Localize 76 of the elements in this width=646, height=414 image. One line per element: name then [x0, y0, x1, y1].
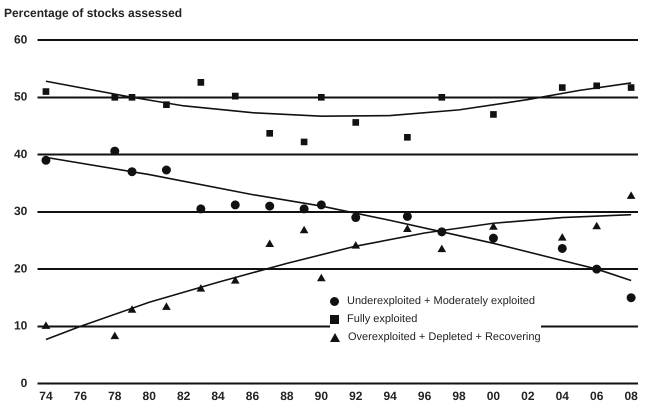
- y-tick-label: 40: [14, 146, 28, 161]
- point: [41, 156, 50, 165]
- x-tick-label: 80: [142, 389, 156, 404]
- point: [110, 146, 120, 156]
- x-tick-label: 00: [486, 389, 500, 404]
- point: [232, 92, 239, 100]
- point: [300, 204, 309, 214]
- point: [110, 332, 119, 340]
- point: [42, 88, 50, 95]
- x-tick-label: 92: [349, 389, 363, 404]
- x-tick-label: 94: [383, 389, 398, 404]
- point: [627, 192, 636, 199]
- point: [198, 79, 204, 86]
- point: [438, 245, 446, 252]
- x-tick-label: 04: [556, 389, 570, 404]
- point: [266, 240, 274, 247]
- point: [592, 264, 602, 274]
- x-tick-label: 76: [74, 389, 88, 404]
- point: [128, 167, 137, 176]
- point: [128, 306, 136, 313]
- point: [351, 213, 360, 222]
- point: [488, 234, 498, 243]
- x-tick-label: 02: [521, 389, 535, 404]
- point: [300, 226, 308, 234]
- y-tick-label: 30: [14, 204, 28, 218]
- point: [266, 130, 274, 137]
- point: [162, 165, 171, 174]
- point: [162, 302, 170, 310]
- point: [128, 94, 136, 101]
- x-tick-label: 06: [590, 389, 604, 404]
- legend-label: Underexploited + Moderately exploited: [347, 295, 536, 307]
- point: [437, 227, 446, 236]
- x-tick-label: 98: [452, 389, 466, 404]
- point: [231, 276, 240, 284]
- x-tick-label: 96: [418, 389, 432, 404]
- point: [111, 94, 118, 101]
- point: [628, 84, 634, 91]
- point: [317, 274, 326, 282]
- x-tick-label: 84: [211, 389, 226, 404]
- x-tick-label: 88: [280, 389, 294, 404]
- point: [438, 94, 446, 101]
- point: [352, 119, 360, 126]
- y-tick-label: 20: [14, 261, 28, 276]
- point: [265, 202, 274, 211]
- point: [404, 134, 411, 141]
- y-tick-label: 60: [14, 32, 28, 46]
- x-tick-label: 86: [246, 389, 260, 404]
- point: [318, 94, 325, 101]
- point: [558, 234, 566, 241]
- point: [163, 101, 170, 108]
- x-tick-label: 08: [624, 389, 638, 404]
- y-tick-label: 10: [14, 318, 28, 333]
- point: [558, 84, 566, 91]
- y-tick-label: 50: [14, 90, 28, 104]
- x-tick-label: 78: [108, 389, 122, 404]
- point: [490, 111, 497, 118]
- point: [626, 293, 636, 302]
- x-tick-label: 90: [314, 389, 328, 404]
- point: [230, 200, 240, 210]
- point: [489, 222, 498, 230]
- legend-label: Overexploited + Depleted + Recovering: [348, 331, 541, 343]
- point: [316, 200, 326, 210]
- y-tick-label: 0: [20, 376, 28, 390]
- point: [352, 242, 360, 249]
- point: [300, 138, 308, 146]
- point: [593, 82, 600, 90]
- y-axis-title: Percentage of stocks assessed: [4, 6, 182, 20]
- point: [196, 284, 205, 292]
- point: [558, 244, 567, 253]
- point: [42, 322, 50, 329]
- legend-label: Fully exploited: [347, 313, 418, 325]
- x-tick-label: 82: [176, 389, 191, 404]
- point: [403, 225, 412, 232]
- x-tick-label: 74: [39, 389, 53, 404]
- point: [196, 204, 206, 214]
- point: [592, 222, 601, 230]
